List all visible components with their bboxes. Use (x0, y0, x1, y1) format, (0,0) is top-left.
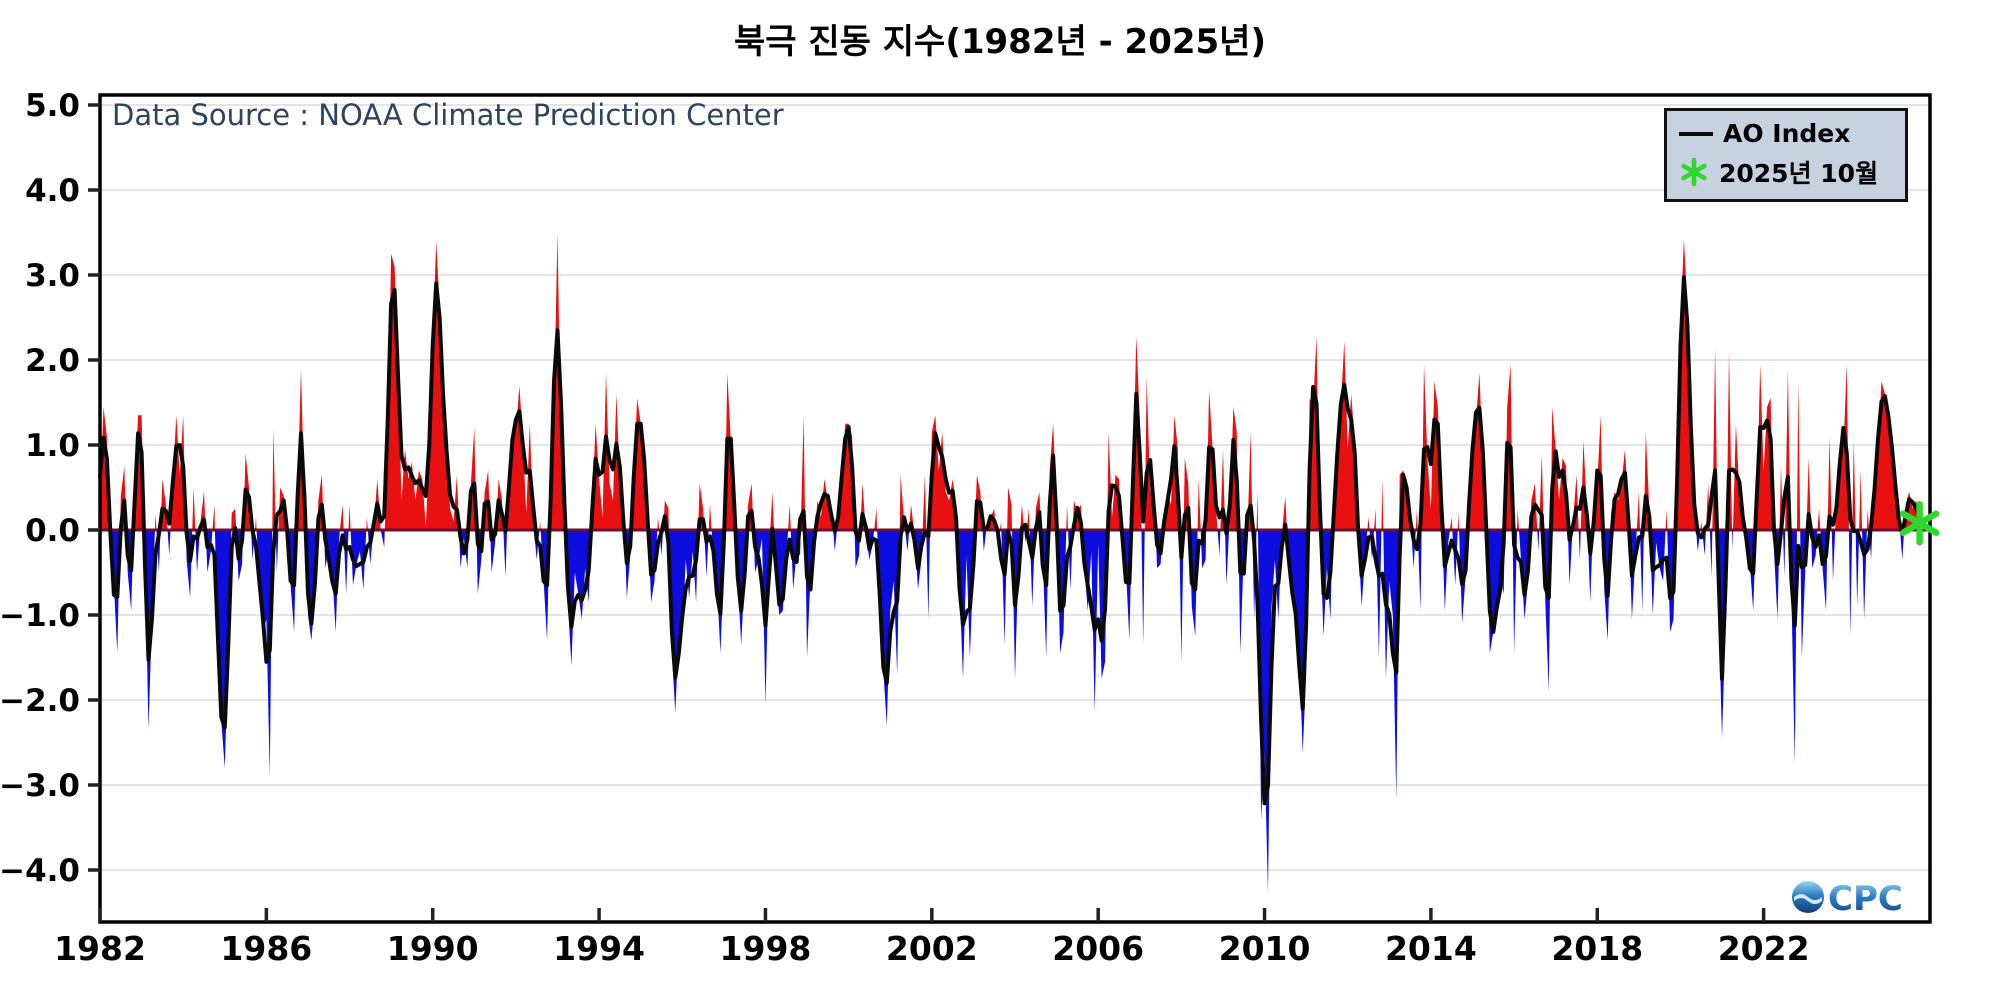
y-tick-label: 1.0 (25, 428, 80, 464)
y-tick-label: −2.0 (0, 683, 80, 719)
cpc-logo-text: CPC (1828, 879, 1903, 918)
positive-area (100, 232, 1920, 530)
ao-index-line (98, 275, 1922, 806)
x-tick-label: 2014 (1385, 929, 1477, 968)
y-tick-label: −3.0 (0, 768, 80, 804)
data-source-note: Data Source : NOAA Climate Prediction Ce… (112, 98, 784, 132)
x-tick-label: 1998 (720, 929, 812, 968)
legend-item-ao-index: AO Index (1679, 119, 1893, 148)
y-tick-label: −4.0 (0, 853, 80, 889)
plot-border (98, 93, 1932, 924)
line-swatch-icon (1679, 131, 1713, 136)
latest-month-marker (1899, 500, 1940, 546)
y-tick-label: 0.0 (25, 513, 80, 549)
asterisk-icon (1681, 157, 1707, 187)
chart-title: 북극 진동 지수(1982년 - 2025년) (733, 22, 1267, 62)
y-tick-label: 3.0 (25, 258, 80, 294)
y-tick-label: 4.0 (25, 173, 80, 209)
x-tick-label: 2002 (886, 929, 978, 968)
x-tick-label: 2006 (1052, 929, 1144, 968)
x-tick-label: 2018 (1551, 929, 1643, 968)
x-tick-label: 1994 (553, 929, 645, 968)
y-tick-label: −1.0 (0, 598, 80, 634)
y-tick-label: 2.0 (25, 343, 80, 379)
x-tick-label: 2010 (1219, 929, 1311, 968)
negative-area (100, 530, 1920, 893)
x-tick-label: 1982 (54, 929, 146, 968)
x-tick-label: 1986 (220, 929, 312, 968)
cpc-logo: CPC (1792, 879, 1903, 918)
x-tick-label: 1990 (387, 929, 479, 968)
y-tick-label: 5.0 (25, 88, 80, 124)
legend-item-label: 2025년 10월 (1719, 159, 1879, 188)
legend-item-latest-month: 2025년 10월 (1679, 154, 1893, 190)
legend: AO Index 2025년 10월 (1664, 108, 1908, 202)
x-tick-label: 2022 (1718, 929, 1810, 968)
legend-item-label: AO Index (1723, 119, 1851, 148)
